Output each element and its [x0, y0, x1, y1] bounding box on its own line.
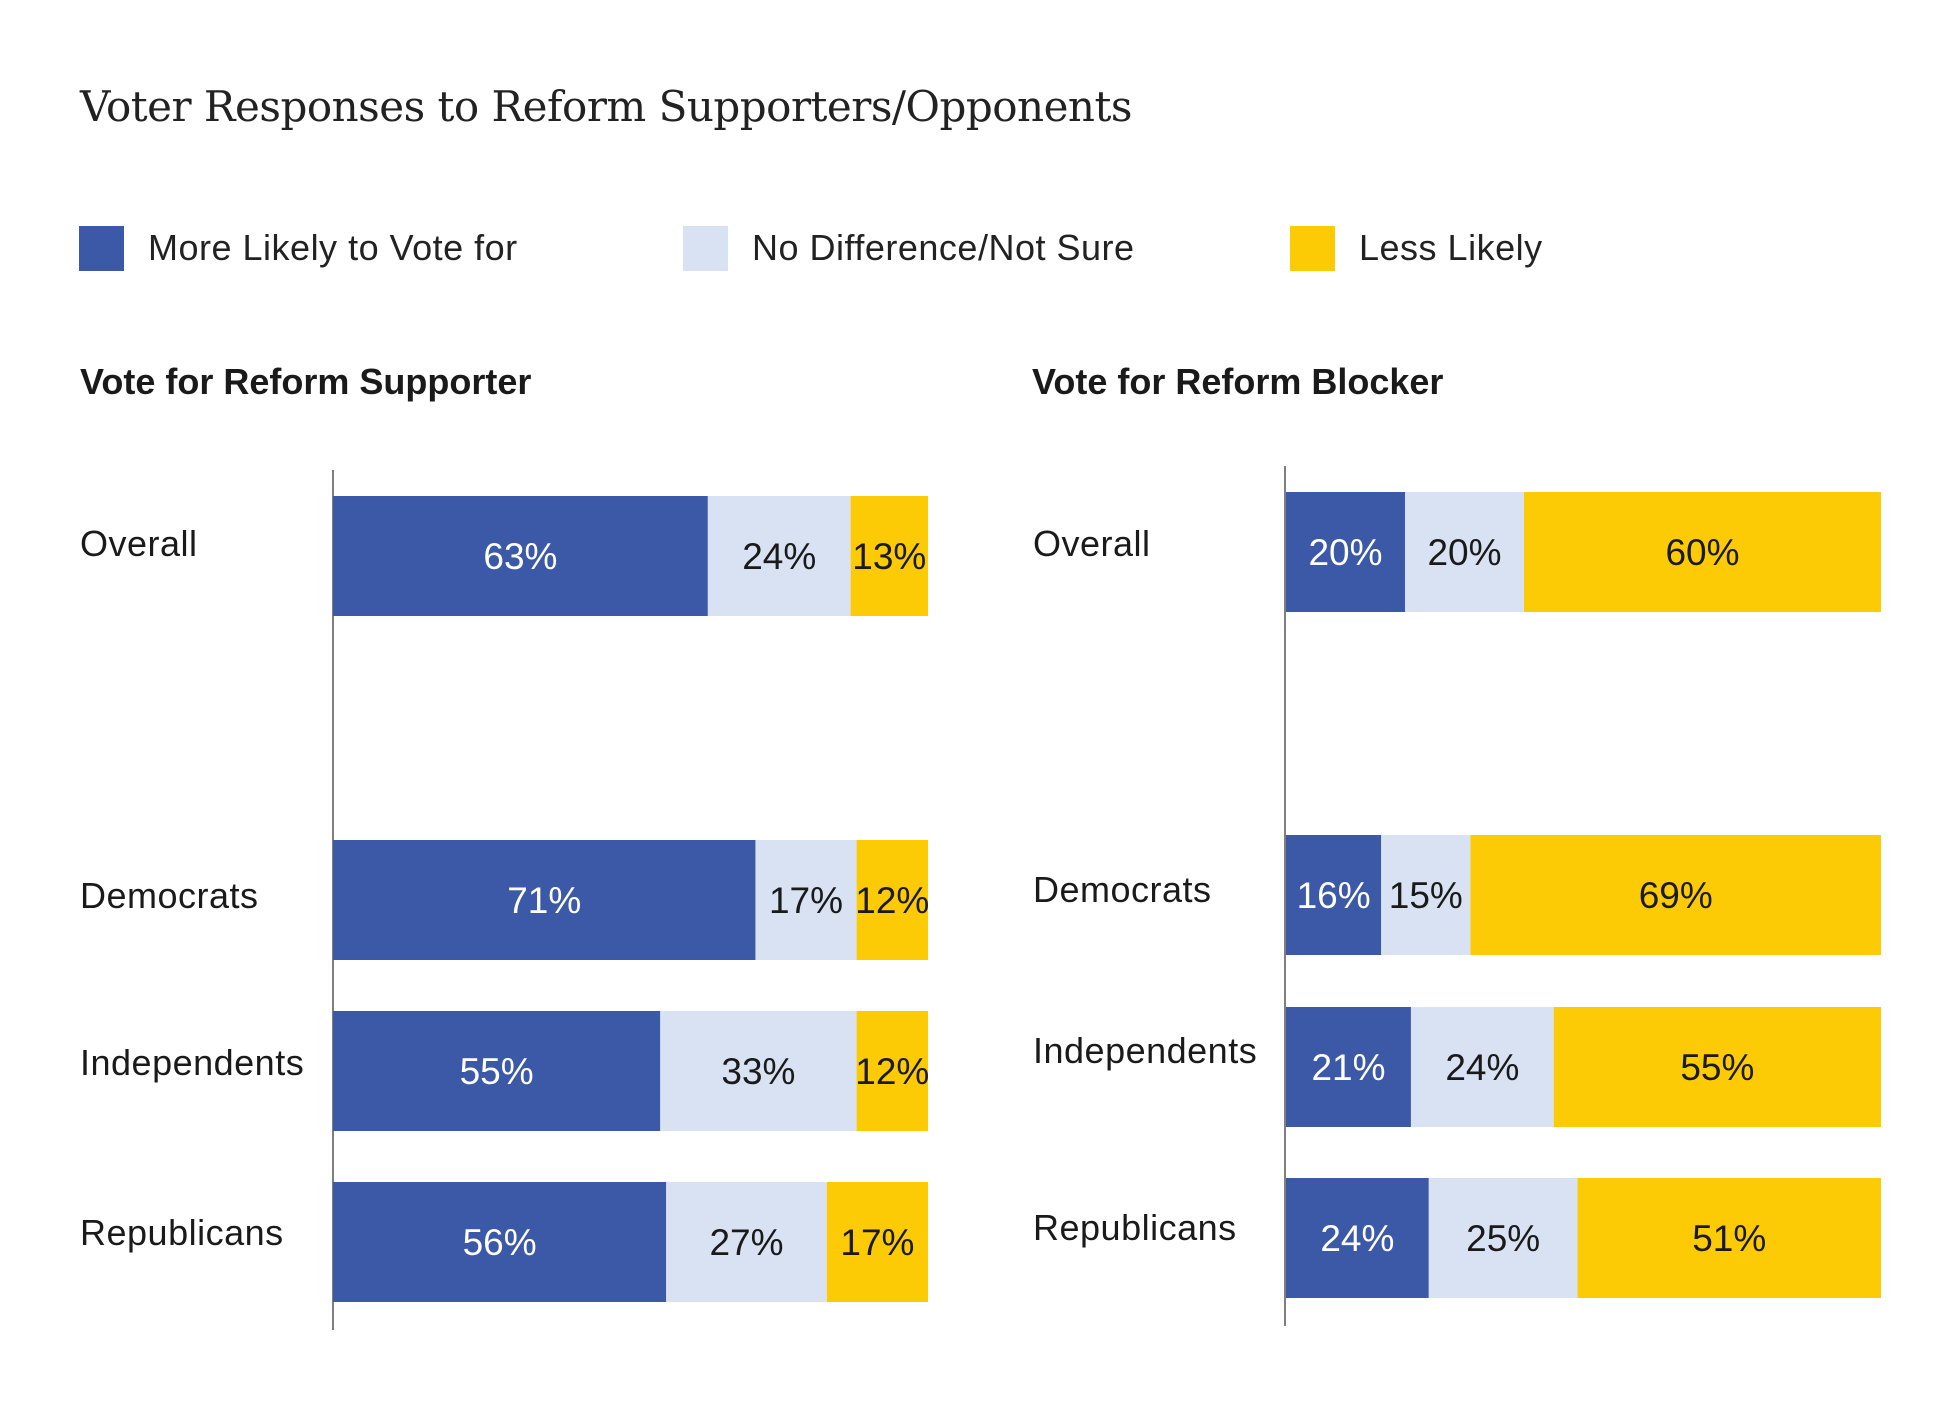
- data-label-more-likely-to-vote-for-republicans-supporter: 56%: [463, 1222, 537, 1263]
- category-label-democrats-supporter: Democrats: [80, 875, 259, 916]
- legend-swatch-more-likely: [79, 225, 124, 271]
- legend-label-no-difference: No Difference/Not Sure: [752, 227, 1135, 268]
- legend-swatch-less-likely: [1290, 225, 1335, 271]
- data-label-more-likely-to-vote-for-democrats-blocker: 16%: [1297, 875, 1371, 916]
- bar-more-likely-to-vote-for-republicans-supporter: [333, 1182, 667, 1302]
- bar-more-likely-to-vote-for-overall-blocker: [1286, 492, 1405, 612]
- bar-more-likely-to-vote-for-democrats-supporter: [333, 840, 756, 960]
- panel-title-supporter: Vote for Reform Supporter: [80, 361, 531, 402]
- bar-less-likely-independents-blocker: [1553, 1007, 1881, 1127]
- bar-more-likely-to-vote-for-democrats-blocker: [1286, 835, 1382, 955]
- data-label-less-likely-overall-blocker: 60%: [1665, 532, 1739, 573]
- category-label-republicans-blocker: Republicans: [1033, 1207, 1237, 1248]
- bar-no-difference-not-sure-democrats-supporter: [755, 840, 857, 960]
- panel-title-blocker: Vote for Reform Blocker: [1032, 361, 1443, 402]
- legend-item-less-likely: Less Likely: [1290, 224, 1543, 272]
- data-label-less-likely-democrats-supporter: 12%: [855, 880, 929, 921]
- bar-no-difference-not-sure-democrats-blocker: [1381, 835, 1471, 955]
- bar-more-likely-to-vote-for-republicans-blocker: [1286, 1178, 1429, 1298]
- bar-less-likely-democrats-supporter: [856, 840, 928, 960]
- bar-no-difference-not-sure-republicans-supporter: [666, 1182, 827, 1302]
- data-label-no-difference-not-sure-overall-blocker: 20%: [1427, 532, 1501, 573]
- category-label-overall-blocker: Overall: [1033, 523, 1151, 564]
- data-label-no-difference-not-sure-republicans-blocker: 25%: [1466, 1218, 1540, 1259]
- bar-no-difference-not-sure-independents-blocker: [1410, 1007, 1554, 1127]
- legend-label-more-likely: More Likely to Vote for: [148, 227, 518, 268]
- data-label-more-likely-to-vote-for-overall-supporter: 63%: [483, 536, 557, 577]
- bar-less-likely-independents-supporter: [856, 1011, 928, 1131]
- bar-no-difference-not-sure-independents-supporter: [660, 1011, 857, 1131]
- category-label-independents-blocker: Independents: [1033, 1030, 1257, 1071]
- bar-no-difference-not-sure-overall-blocker: [1405, 492, 1524, 612]
- data-label-no-difference-not-sure-overall-supporter: 24%: [742, 536, 816, 577]
- data-label-no-difference-not-sure-democrats-blocker: 15%: [1389, 875, 1463, 916]
- data-label-no-difference-not-sure-democrats-supporter: 17%: [769, 880, 843, 921]
- data-label-no-difference-not-sure-independents-supporter: 33%: [721, 1051, 795, 1092]
- data-label-no-difference-not-sure-republicans-supporter: 27%: [709, 1222, 783, 1263]
- legend-item-no-difference: No Difference/Not Sure: [683, 224, 1135, 272]
- bar-no-difference-not-sure-overall-supporter: [707, 496, 851, 616]
- bar-more-likely-to-vote-for-overall-supporter: [333, 496, 708, 616]
- category-label-overall-supporter: Overall: [80, 523, 198, 564]
- data-label-less-likely-republicans-blocker: 51%: [1692, 1218, 1766, 1259]
- data-label-less-likely-republicans-supporter: 17%: [840, 1222, 914, 1263]
- data-label-more-likely-to-vote-for-independents-blocker: 21%: [1311, 1047, 1385, 1088]
- category-label-republicans-supporter: Republicans: [80, 1212, 284, 1253]
- data-label-more-likely-to-vote-for-independents-supporter: 55%: [460, 1051, 534, 1092]
- bar-more-likely-to-vote-for-independents-supporter: [333, 1011, 661, 1131]
- legend-label-less-likely: Less Likely: [1359, 227, 1543, 268]
- bar-less-likely-overall-supporter: [850, 496, 928, 616]
- bar-less-likely-republicans-blocker: [1577, 1178, 1881, 1298]
- data-label-more-likely-to-vote-for-democrats-supporter: 71%: [507, 880, 581, 921]
- data-label-less-likely-democrats-blocker: 69%: [1639, 875, 1713, 916]
- data-label-less-likely-overall-supporter: 13%: [852, 536, 926, 577]
- bar-no-difference-not-sure-republicans-blocker: [1428, 1178, 1578, 1298]
- data-label-no-difference-not-sure-independents-blocker: 24%: [1445, 1047, 1519, 1088]
- legend-swatch-no-difference: [683, 225, 728, 271]
- bar-less-likely-democrats-blocker: [1470, 835, 1881, 955]
- data-label-more-likely-to-vote-for-overall-blocker: 20%: [1308, 532, 1382, 573]
- data-label-less-likely-independents-supporter: 12%: [855, 1051, 929, 1092]
- bar-less-likely-republicans-supporter: [826, 1182, 928, 1302]
- data-label-more-likely-to-vote-for-republicans-blocker: 24%: [1320, 1218, 1394, 1259]
- legend-item-more-likely: More Likely to Vote for: [79, 224, 518, 272]
- category-label-democrats-blocker: Democrats: [1033, 869, 1212, 910]
- bar-less-likely-overall-blocker: [1524, 492, 1881, 612]
- data-label-less-likely-independents-blocker: 55%: [1680, 1047, 1754, 1088]
- chart-title: Voter Responses to Reform Supporters/Opp…: [80, 82, 1132, 131]
- category-label-independents-supporter: Independents: [80, 1042, 304, 1083]
- bar-more-likely-to-vote-for-independents-blocker: [1286, 1007, 1411, 1127]
